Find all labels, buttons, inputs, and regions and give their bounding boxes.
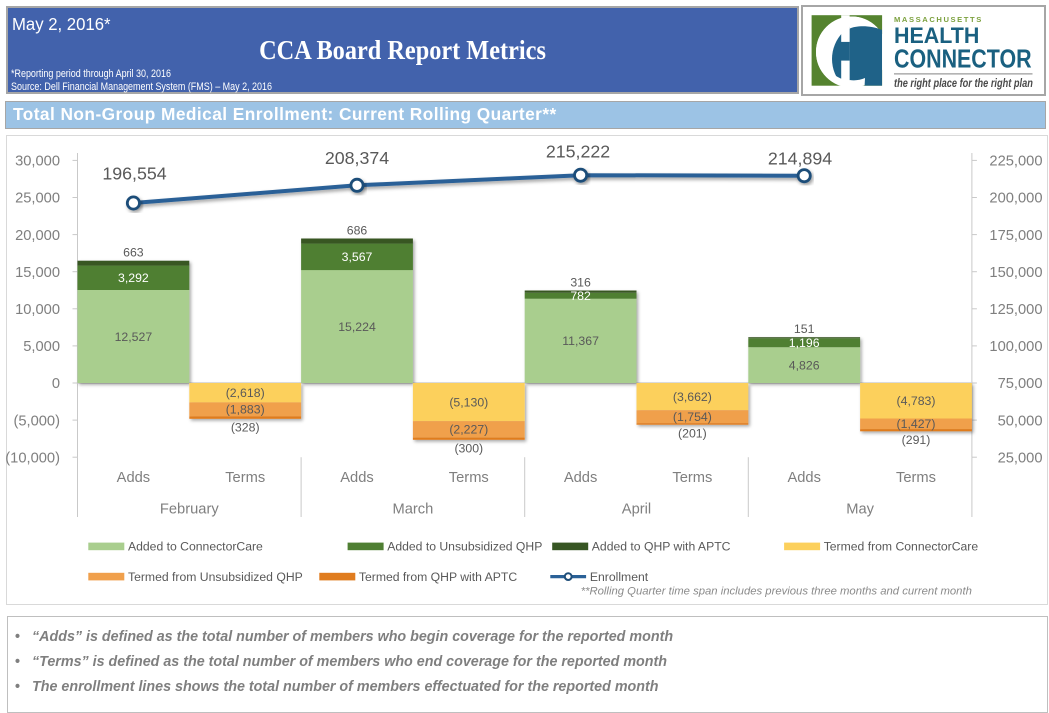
svg-text:175,000: 175,000 — [989, 228, 1042, 244]
svg-text:75,000: 75,000 — [998, 376, 1043, 392]
svg-text:3,292: 3,292 — [118, 271, 149, 285]
svg-text:(201): (201) — [678, 426, 707, 440]
svg-text:100,000: 100,000 — [989, 339, 1042, 355]
svg-text:225,000: 225,000 — [989, 154, 1042, 170]
svg-text:Terms: Terms — [672, 470, 712, 486]
svg-text:(2,618): (2,618) — [226, 386, 265, 400]
svg-text:(1,754): (1,754) — [673, 410, 712, 424]
svg-text:Termed from QHP with APTC: Termed from QHP with APTC — [359, 570, 517, 584]
svg-text:Terms: Terms — [225, 470, 265, 486]
svg-text:151: 151 — [794, 322, 815, 336]
svg-text:15,224: 15,224 — [338, 320, 376, 334]
svg-text:10,000: 10,000 — [15, 302, 60, 318]
svg-text:February: February — [160, 502, 219, 518]
svg-text:(291): (291) — [902, 433, 931, 447]
svg-text:686: 686 — [347, 224, 368, 238]
svg-text:Enrollment: Enrollment — [590, 570, 649, 584]
svg-text:208,374: 208,374 — [325, 148, 389, 168]
svg-text:214,894: 214,894 — [768, 148, 832, 168]
svg-text:3,567: 3,567 — [342, 250, 373, 264]
svg-text:11,367: 11,367 — [562, 334, 599, 348]
svg-text:25,000: 25,000 — [15, 191, 60, 207]
svg-text:30,000: 30,000 — [15, 154, 60, 170]
svg-text:25,000: 25,000 — [998, 450, 1043, 466]
svg-text:50,000: 50,000 — [998, 413, 1043, 429]
svg-text:Terms: Terms — [896, 470, 936, 486]
svg-text:the right place for the right: the right place for the right plan — [894, 77, 1033, 90]
svg-text:(3,662): (3,662) — [673, 390, 712, 404]
svg-text:March: March — [392, 502, 433, 518]
svg-text:782: 782 — [570, 289, 591, 303]
svg-text:Added to Unsubsidized QHP: Added to Unsubsidized QHP — [387, 540, 542, 554]
svg-text:4,826: 4,826 — [789, 358, 820, 372]
svg-text:5,000: 5,000 — [23, 339, 60, 355]
svg-text:Added to ConnectorCare: Added to ConnectorCare — [128, 540, 263, 554]
svg-text:(4,783): (4,783) — [897, 394, 936, 408]
svg-text:(1,427): (1,427) — [897, 417, 936, 431]
svg-text:1,196: 1,196 — [789, 336, 820, 350]
svg-text:Adds: Adds — [564, 470, 597, 486]
svg-text:(5,000): (5,000) — [13, 413, 60, 429]
svg-text:(10,000): (10,000) — [5, 450, 60, 466]
svg-text:150,000: 150,000 — [989, 265, 1042, 281]
svg-text:215,222: 215,222 — [546, 141, 610, 161]
svg-text:0: 0 — [52, 376, 60, 392]
svg-text:**Rolling Quarter time span in: **Rolling Quarter time span includes pre… — [581, 586, 972, 598]
svg-text:(2,227): (2,227) — [449, 423, 488, 437]
svg-text:(328): (328) — [231, 420, 260, 434]
svg-text:Added to QHP with APTC: Added to QHP with APTC — [592, 540, 731, 554]
svg-text:(300): (300) — [454, 441, 483, 455]
svg-text:Terms: Terms — [449, 470, 489, 486]
svg-text:(1,883): (1,883) — [226, 403, 265, 417]
svg-text:(5,130): (5,130) — [449, 395, 488, 409]
svg-text:Termed from Unsubsidized QHP: Termed from Unsubsidized QHP — [128, 570, 303, 584]
svg-text:Adds: Adds — [787, 470, 820, 486]
svg-text:Termed from ConnectorCare: Termed from ConnectorCare — [824, 540, 979, 554]
svg-text:HEALTH: HEALTH — [894, 23, 979, 48]
svg-text:200,000: 200,000 — [989, 191, 1042, 207]
svg-text:MASSACHUSETTS: MASSACHUSETTS — [894, 15, 983, 24]
svg-text:316: 316 — [570, 276, 591, 290]
svg-text:CONNECTOR: CONNECTOR — [894, 45, 1032, 73]
svg-text:April: April — [622, 502, 651, 518]
svg-text:Adds: Adds — [117, 470, 150, 486]
svg-text:15,000: 15,000 — [15, 265, 60, 281]
svg-text:Adds: Adds — [340, 470, 373, 486]
svg-text:20,000: 20,000 — [15, 228, 60, 244]
svg-text:196,554: 196,554 — [102, 164, 166, 184]
svg-text:May: May — [846, 502, 874, 518]
svg-text:12,527: 12,527 — [115, 330, 153, 344]
svg-text:125,000: 125,000 — [989, 302, 1042, 318]
svg-text:663: 663 — [123, 246, 144, 260]
